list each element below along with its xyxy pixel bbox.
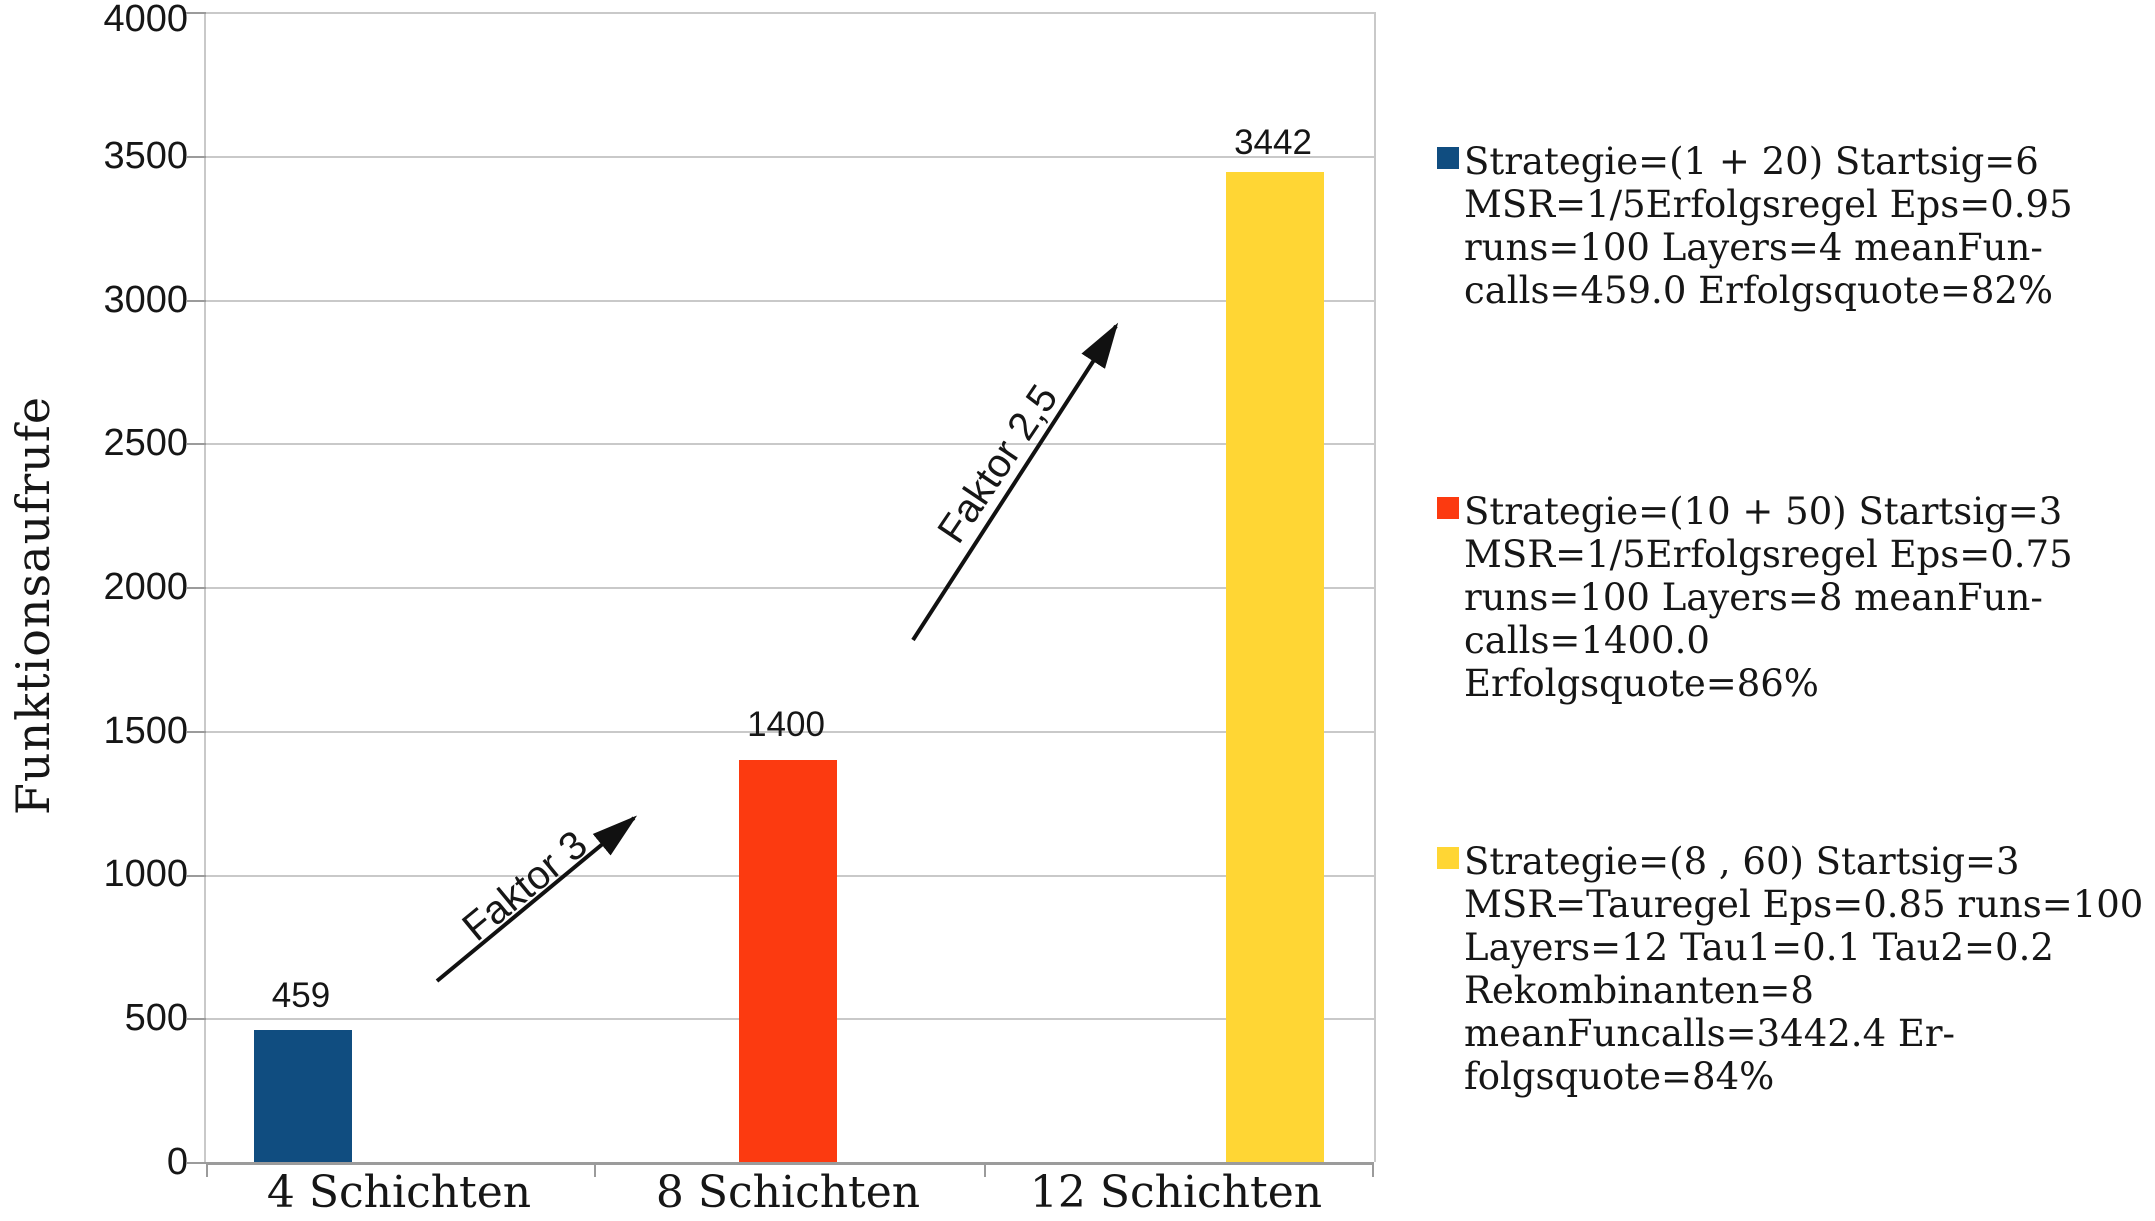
legend-text-line: meanFuncalls=3442.4 Er- <box>1464 1012 1956 1055</box>
y-tick-label: 1500 <box>103 710 188 752</box>
legend-text-line: Rekombinanten=8 <box>1464 969 1814 1012</box>
x-tick-mark <box>206 1162 208 1177</box>
x-axis-line <box>206 1162 1374 1165</box>
gridline-4000 <box>206 12 1374 14</box>
legend-text-line: Strategie=(1 + 20) Startsig=6 <box>1464 140 2039 183</box>
x-category-label: 4 Schichten <box>266 1167 532 1218</box>
x-tick-mark <box>594 1162 596 1177</box>
y-tick-label: 4000 <box>103 0 188 40</box>
y-tick-mark <box>186 12 206 14</box>
y-tick-mark <box>186 730 206 733</box>
bar-8-schichten <box>739 759 837 1162</box>
legend-text-line: runs=100 Layers=8 meanFun- <box>1464 576 2043 619</box>
y-tick-mark <box>186 1162 206 1164</box>
bar-4-schichten <box>254 1030 352 1162</box>
y-tick-mark <box>186 299 206 302</box>
legend-text-line: MSR=Tauregel Eps=0.85 runs=100 <box>1464 883 2144 926</box>
x-tick-mark <box>984 1162 986 1177</box>
legend-text-line: calls=459.0 Erfolgsquote=82% <box>1464 269 2054 312</box>
y-tick-mark <box>186 155 206 158</box>
y-tick-label: 2500 <box>103 422 188 464</box>
legend-entry-series-3: Strategie=(8 , 60) Startsig=3 MSR=Taureg… <box>1437 840 2155 1098</box>
gridline-3000 <box>206 299 1374 302</box>
y-tick-mark <box>186 443 206 446</box>
y-tick-label: 1000 <box>103 853 188 895</box>
gridline-3500 <box>206 155 1374 158</box>
y-tick-mark <box>186 1018 206 1021</box>
y-tick-label: 2000 <box>103 566 188 608</box>
legend-entry-series-2: Strategie=(10 + 50) Startsig=3 MSR=1/5Er… <box>1437 490 2155 705</box>
bar-value-label: 3442 <box>1234 123 1312 162</box>
legend-text-line: Layers=12 Tau1=0.1 Tau2=0.2 <box>1464 926 2054 969</box>
legend-swatch-yellow <box>1437 847 1459 869</box>
bar-value-label: 1400 <box>747 705 825 744</box>
legend-text-line: MSR=1/5Erfolgsregel Eps=0.75 <box>1464 533 2073 576</box>
x-category-label: 8 Schichten <box>655 1167 921 1218</box>
gridline-2000 <box>206 587 1374 589</box>
legend-text-line: runs=100 Layers=4 meanFun- <box>1464 226 2043 269</box>
y-tick-label: 3000 <box>103 279 188 321</box>
legend-text-line: Strategie=(8 , 60) Startsig=3 <box>1464 840 2020 883</box>
y-tick-label: 500 <box>124 997 188 1039</box>
y-tick-mark <box>186 874 206 877</box>
gridline-2500 <box>206 443 1374 446</box>
x-tick-mark <box>1372 1162 1374 1177</box>
legend-swatch-blue <box>1437 147 1459 169</box>
y-tick-label: 0 <box>166 1141 188 1183</box>
legend-text-line: folgsquote=84% <box>1464 1055 1775 1098</box>
bar-value-label: 459 <box>271 976 331 1015</box>
legend-text-line: MSR=1/5Erfolgsregel Eps=0.95 <box>1464 183 2073 226</box>
legend-text-line: Strategie=(10 + 50) Startsig=3 <box>1464 490 2063 533</box>
legend-text-line: calls=1400.0 <box>1464 619 1710 662</box>
y-tick-label: 3500 <box>103 135 188 177</box>
legend-swatch-red <box>1437 497 1459 519</box>
legend-entry-series-1: Strategie=(1 + 20) Startsig=6 MSR=1/5Erf… <box>1437 140 2155 312</box>
x-category-label: 12 Schichten <box>1029 1167 1323 1218</box>
y-tick-mark <box>186 587 206 589</box>
gridline-1500 <box>206 730 1374 733</box>
legend-text-line: Erfolgsquote=86% <box>1464 662 1819 705</box>
plot-area <box>186 12 1376 1177</box>
bar-12-schichten <box>1226 172 1324 1162</box>
